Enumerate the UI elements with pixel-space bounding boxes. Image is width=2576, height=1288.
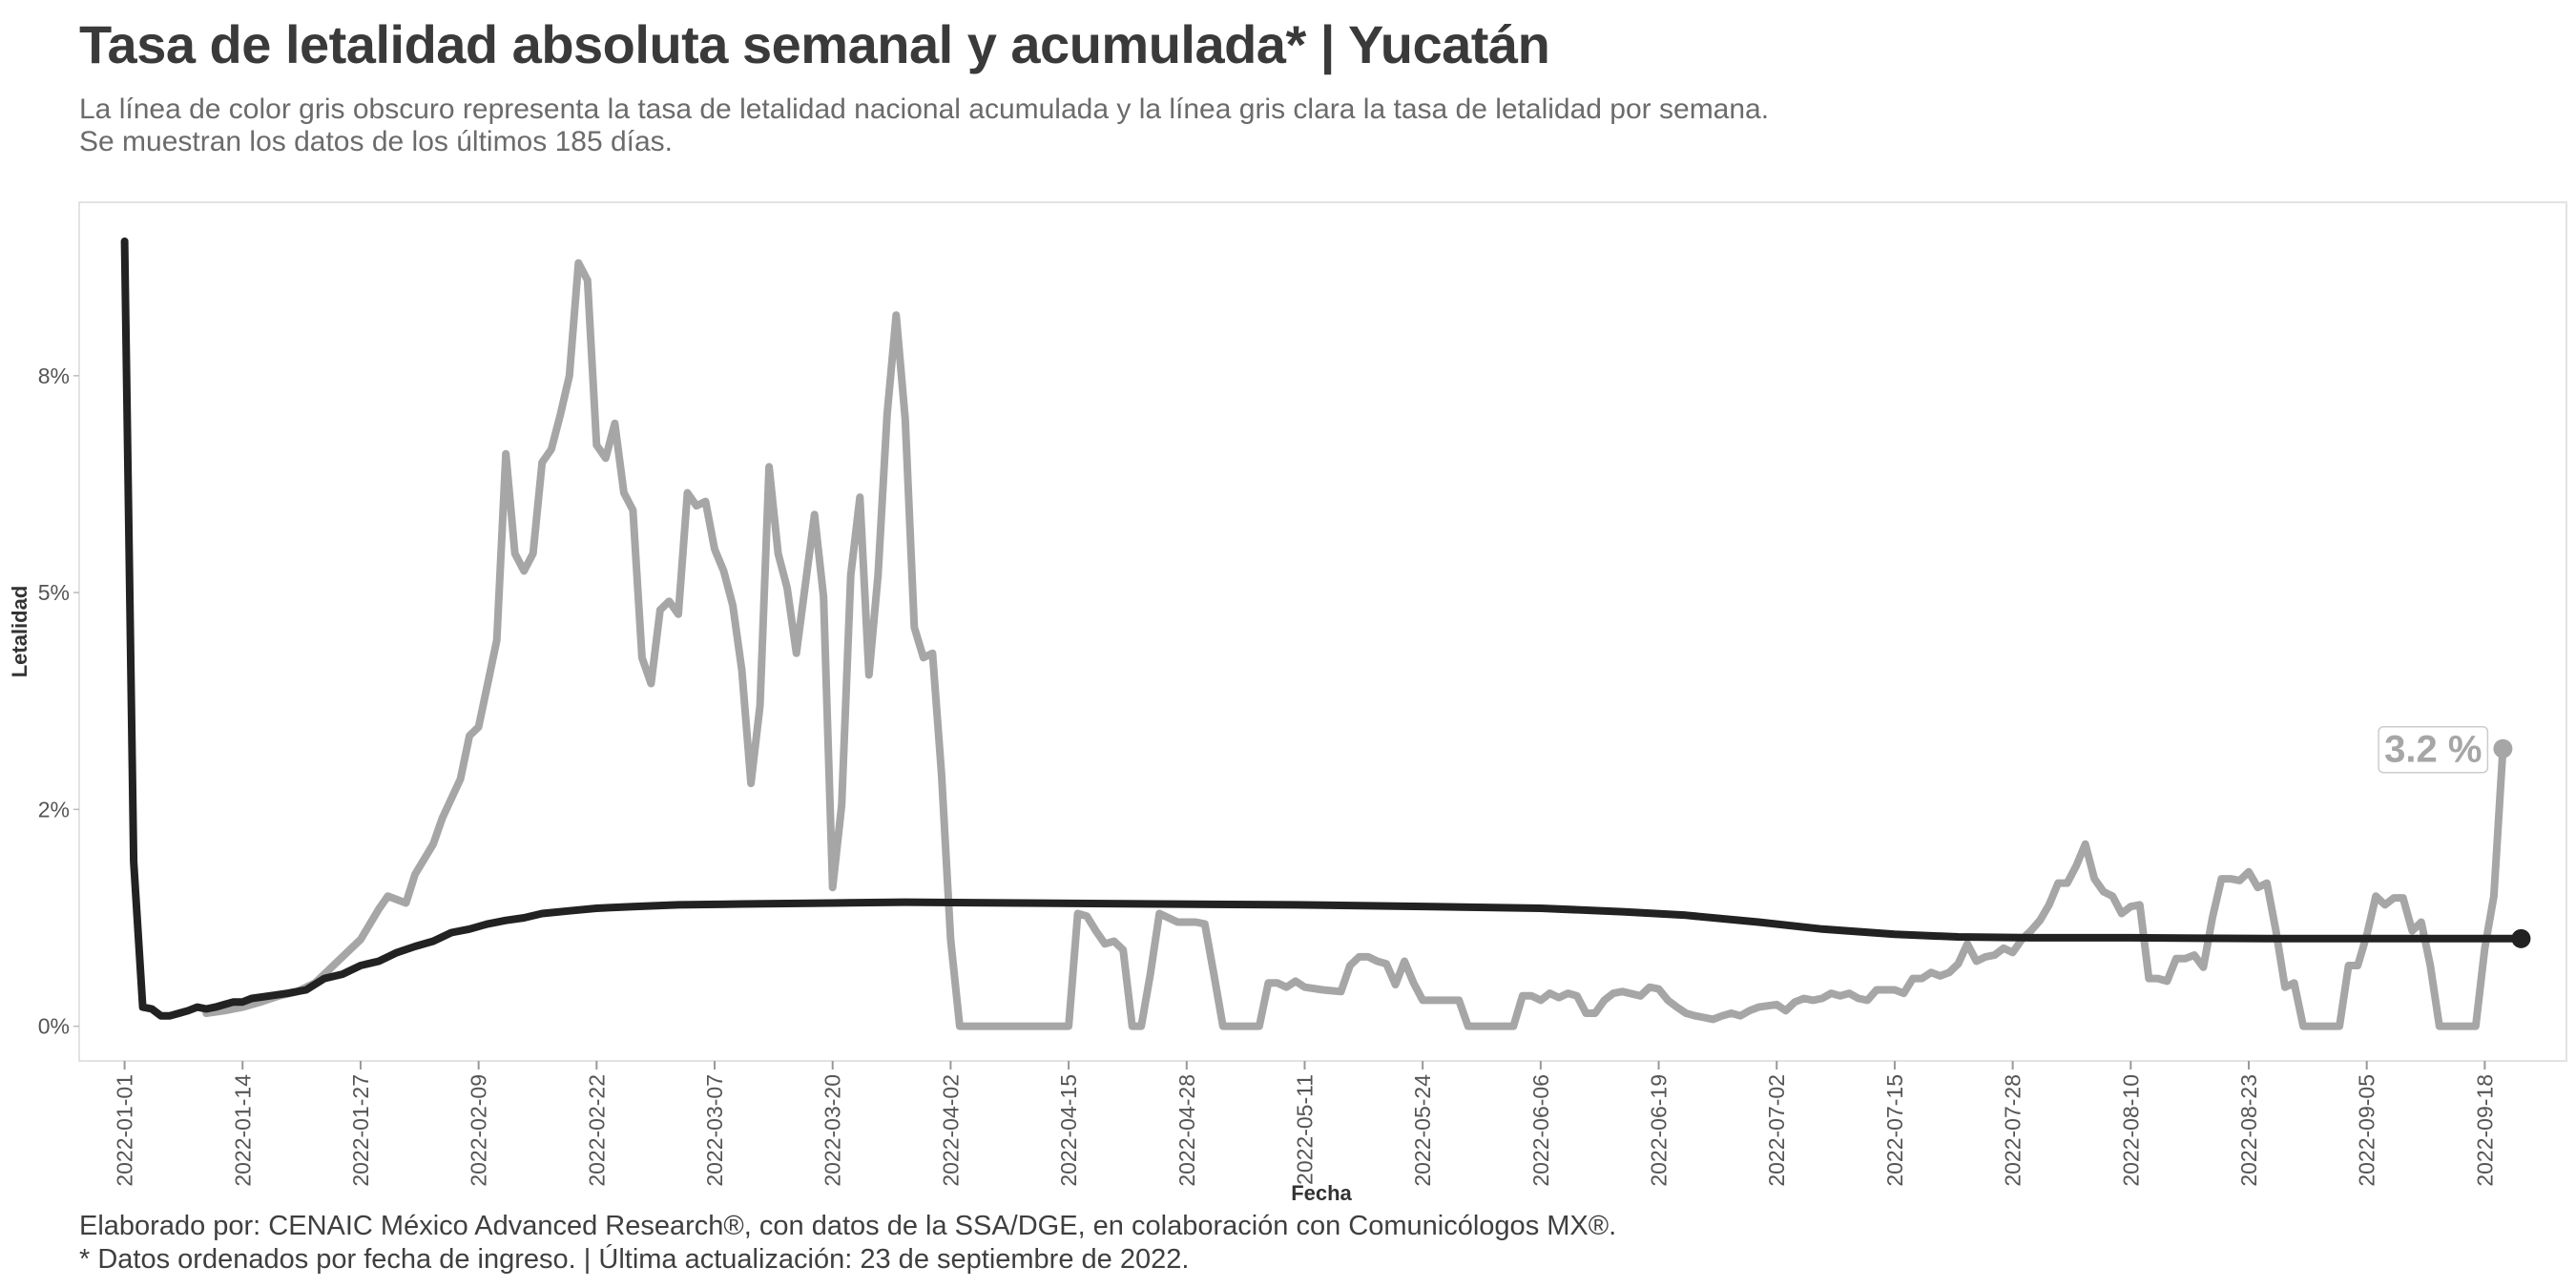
x-tick-label: 2022-08-10 — [2118, 1074, 2143, 1187]
caption-line-1: Elaborado por: CENAIC México Advanced Re… — [79, 1211, 1617, 1241]
chart-subtitle: La línea de color gris obscuro represent… — [79, 93, 1769, 158]
x-tick-label: 2022-06-19 — [1647, 1074, 1672, 1187]
chart-title: Tasa de letalidad absoluta semanal y acu… — [79, 14, 1550, 74]
x-tick-label: 2022-03-20 — [821, 1074, 845, 1187]
x-tick-label: 2022-07-28 — [2001, 1074, 2025, 1187]
cumulative-lethality-line — [120, 237, 2525, 1020]
cumulative-end-point — [2511, 928, 2531, 948]
x-axis-title: Fecha — [1291, 1181, 1352, 1205]
y-axis-title: Letalidad — [8, 586, 31, 678]
x-tick-label: 2022-08-23 — [2236, 1074, 2261, 1187]
end-value-label-text: 3.2 % — [2384, 729, 2482, 771]
x-tick-label: 2022-04-15 — [1056, 1074, 1081, 1187]
end-value-label: 3.2 % — [2378, 725, 2489, 774]
y-tick-label: 8% — [38, 364, 70, 388]
weekly-lethality-line — [202, 259, 2507, 1030]
x-tick-label: 2022-04-02 — [938, 1074, 963, 1187]
x-tick-label: 2022-02-09 — [467, 1074, 491, 1187]
x-tick-label: 2022-04-28 — [1174, 1074, 1199, 1187]
x-tick-label: 2022-05-24 — [1410, 1074, 1435, 1187]
chart-caption: Elaborado por: CENAIC México Advanced Re… — [79, 1210, 1616, 1277]
x-tick-label: 2022-01-01 — [113, 1074, 137, 1187]
x-tick-label: 2022-01-27 — [348, 1074, 373, 1187]
x-tick-label: 2022-09-18 — [2472, 1074, 2497, 1187]
end-value-label-box — [2378, 725, 2489, 774]
y-tick-label: 0% — [38, 1014, 70, 1039]
y-tick-label: 2% — [38, 797, 70, 821]
x-tick-label: 2022-05-11 — [1292, 1074, 1317, 1185]
subtitle-line-2: Se muestran los datos de los últimos 185… — [79, 126, 674, 157]
x-axis: 2022-01-01 2022-01-14 2022-01-27 2022-02-09… — [113, 1061, 2497, 1187]
x-tick-label: 2022-09-05 — [2355, 1074, 2379, 1187]
caption-line-2: * Datos ordenados por fecha de ingreso. … — [79, 1244, 1190, 1275]
weekly-end-point — [2493, 738, 2513, 758]
x-tick-label: 2022-01-14 — [230, 1074, 255, 1187]
y-axis: 0% 2% 5% 8% — [38, 364, 79, 1039]
x-tick-label: 2022-07-02 — [1764, 1074, 1789, 1187]
x-tick-label: 2022-07-15 — [1882, 1074, 1907, 1187]
y-tick-label: 5% — [38, 580, 70, 605]
x-tick-label: 2022-03-07 — [702, 1074, 727, 1187]
x-tick-label: 2022-02-22 — [584, 1074, 609, 1187]
x-tick-label: 2022-06-06 — [1528, 1074, 1553, 1187]
subtitle-line-1: La línea de color gris obscuro represent… — [79, 93, 1770, 125]
